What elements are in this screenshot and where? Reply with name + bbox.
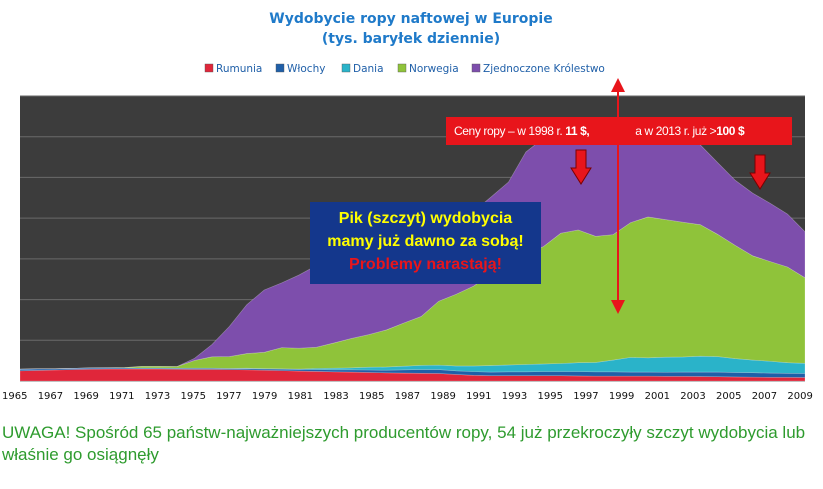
chart-title: Wydobycie ropy naftowej w Europie <box>269 11 552 27</box>
series-area-2 <box>19 355 806 374</box>
x-tick-label-1993: 1993 <box>502 391 527 402</box>
x-tick-label-1989: 1989 <box>430 391 455 402</box>
price-value-2013: 100 $ <box>716 124 745 138</box>
x-tick-label-1997: 1997 <box>573 391 598 402</box>
x-tick-label-2005: 2005 <box>716 391 741 402</box>
price-text-1: Ceny ropy – w 1998 r. <box>454 124 566 138</box>
legend-label-4: Zjednoczone Królestwo <box>483 63 605 75</box>
peak-line-1: Pik (szczyt) wydobycia <box>338 210 513 227</box>
x-tick-label-1995: 1995 <box>538 391 563 402</box>
series-area-0 <box>19 368 806 382</box>
price-value-1998: 11 $, <box>565 124 590 138</box>
x-tick-label-1973: 1973 <box>145 391 170 402</box>
chart-subtitle: (tys. baryłek dziennie) <box>322 31 500 47</box>
legend-label-3: Norwegia <box>409 63 459 75</box>
down-arrow-1998 <box>570 149 592 185</box>
legend-swatch-0 <box>204 63 214 73</box>
x-tick-label-2001: 2001 <box>645 391 670 402</box>
peak-line-2: mamy już dawno za sobą! <box>327 233 524 250</box>
legend-swatch-1 <box>275 63 285 73</box>
chart-legend: Rumunia Włochy Dania Norwegia Zjednoczone Kr… <box>204 63 605 75</box>
x-tick-label-2009: 2009 <box>787 391 812 402</box>
x-tick-label-1999: 1999 <box>609 391 634 402</box>
x-tick-label-1987: 1987 <box>395 391 420 402</box>
x-tick-label-1965: 1965 <box>2 391 27 402</box>
peak-annotation-box: Pik (szczyt) wydobycia mamy już dawno za… <box>310 202 541 284</box>
x-tick-label-1979: 1979 <box>252 391 277 402</box>
legend-label-1: Włochy <box>287 63 325 75</box>
legend-label-0: Rumunia <box>216 63 262 75</box>
arrow-up-head <box>611 78 625 92</box>
legend-swatch-4 <box>471 63 481 73</box>
x-tick-label-1981: 1981 <box>288 391 313 402</box>
footer-note: UWAGA! Spośród 65 państw-najważniejszych… <box>2 423 806 464</box>
legend-swatch-2 <box>341 63 351 73</box>
x-tick-label-1967: 1967 <box>38 391 63 402</box>
x-tick-label-1969: 1969 <box>73 391 98 402</box>
x-tick-label-1991: 1991 <box>466 391 491 402</box>
down-arrow-2013 <box>749 154 771 190</box>
price-annotation-box: Ceny ropy – w 1998 r. 11 $, a w 2013 r. j… <box>446 117 792 145</box>
x-tick-label-1971: 1971 <box>109 391 134 402</box>
peak-line-3: Problemy narastają! <box>349 256 502 273</box>
x-tick-label-2007: 2007 <box>752 391 777 402</box>
x-tick-label-1977: 1977 <box>216 391 241 402</box>
legend-label-2: Dania <box>353 63 384 75</box>
price-text-2: a w 2013 r. już > <box>635 124 717 138</box>
x-tick-label-2003: 2003 <box>680 391 705 402</box>
arrow-down-head <box>611 300 625 314</box>
legend-swatch-3 <box>397 63 407 73</box>
x-axis-ticks: 1965 1967 1969 1971 1973 1975 1977 1979 1981 1983… <box>2 391 813 402</box>
x-tick-label-1985: 1985 <box>359 391 384 402</box>
x-tick-label-1975: 1975 <box>181 391 206 402</box>
x-tick-label-1983: 1983 <box>323 391 348 402</box>
